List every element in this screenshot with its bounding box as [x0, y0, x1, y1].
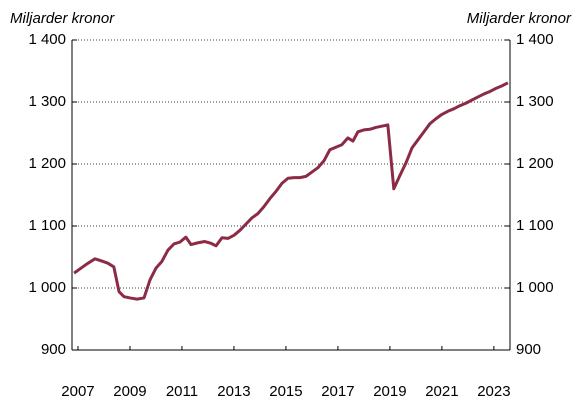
- y-axis-label: Miljarder kronor: [10, 10, 115, 27]
- y2-tick-label: 900: [516, 341, 541, 358]
- y2-axis-label: Miljarder kronor: [467, 10, 572, 27]
- y-tick-label: 1 000: [28, 279, 66, 296]
- x-tick-label: 2017: [321, 383, 354, 400]
- y2-tick-label: 1 100: [516, 217, 554, 234]
- x-tick-label: 2015: [269, 383, 302, 400]
- x-tick-label: 2021: [425, 383, 458, 400]
- y-tick-label: 900: [41, 341, 66, 358]
- x-tick-label: 2011: [166, 383, 198, 400]
- x-tick-label: 2013: [217, 383, 250, 400]
- x-tick-label: 2007: [61, 383, 94, 400]
- y-tick-label: 1 400: [28, 31, 66, 48]
- y2-tick-label: 1 400: [516, 31, 554, 48]
- y-tick-label: 1 100: [28, 217, 66, 234]
- y-tick-label: 1 200: [28, 155, 66, 172]
- y2-tick-label: 1 000: [516, 279, 554, 296]
- line-series: [73, 81, 509, 301]
- y2-tick-label: 1 300: [516, 93, 554, 110]
- y2-tick-label: 1 200: [516, 155, 554, 172]
- x-tick-label: 2019: [373, 383, 406, 400]
- x-tick-label: 2023: [477, 383, 510, 400]
- y-tick-label: 1 300: [28, 93, 66, 110]
- x-tick-label: 2009: [113, 383, 146, 400]
